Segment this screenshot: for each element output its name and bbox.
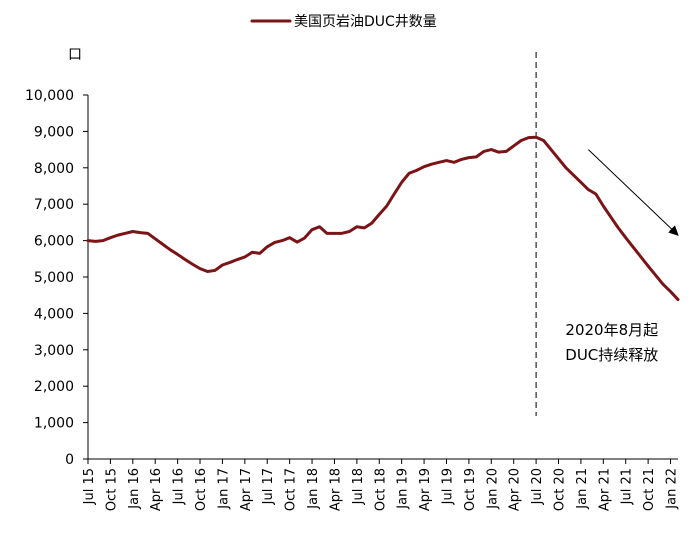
legend: 美国页岩油DUC井数量 [250, 14, 437, 30]
series-line-duc [86, 135, 680, 302]
y-tick-label: 4,000 [34, 306, 74, 322]
x-tick-label: Jan 21 [575, 468, 590, 510]
x-tick-label: Jan 20 [485, 468, 500, 510]
y-axis-ticks: 0 1,000 2,000 3,000 4,000 5,000 6,000 7,000 8,00… [25, 88, 88, 468]
x-tick-label: Jul 15 [82, 468, 97, 505]
x-tick-label: Jul 16 [172, 468, 187, 505]
x-tick-label: Apr 18 [328, 468, 343, 511]
x-tick-label: Apr 17 [239, 468, 254, 511]
x-tick-label: Oct 17 [284, 468, 299, 511]
y-tick-label: 7,000 [34, 197, 74, 213]
annotation: 2020年8月起 DUC持续释放 [565, 321, 658, 364]
y-tick-label: 5,000 [34, 270, 74, 286]
legend-label: 美国页岩油DUC井数量 [294, 14, 437, 30]
y-tick-label: 2,000 [34, 379, 74, 395]
y-tick-label: 10,000 [25, 88, 74, 104]
x-tick-label: Jul 18 [351, 468, 366, 505]
x-tick-label: Oct 19 [463, 468, 478, 511]
x-tick-label: Apr 16 [149, 468, 164, 511]
y-axis-unit: 口 [68, 47, 82, 63]
x-tick-label: Jul 21 [620, 468, 635, 505]
x-axis-ticks: Jul 15 Oct 15 Jan 16 Apr 16 Jul 16 Oct 16 Jan … [82, 459, 680, 511]
x-tick-label: Jul 19 [440, 468, 455, 505]
x-tick-label: Apr 21 [597, 468, 612, 511]
x-tick-label: Apr 19 [418, 468, 433, 511]
y-tick-label: 0 [65, 452, 74, 468]
x-tick-label: Oct 16 [194, 468, 209, 511]
y-tick-label: 1,000 [34, 416, 74, 432]
y-tick-label: 8,000 [34, 161, 74, 177]
x-tick-label: Jul 20 [530, 468, 545, 505]
y-tick-label: 3,000 [34, 343, 74, 359]
x-tick-label: Oct 21 [642, 468, 657, 511]
x-tick-label: Jan 16 [127, 468, 142, 510]
x-tick-label: Jan 18 [306, 468, 321, 510]
x-tick-label: Oct 18 [373, 468, 388, 511]
x-tick-label: Oct 20 [553, 468, 568, 511]
x-tick-label: Apr 20 [508, 468, 523, 511]
x-tick-label: Jul 17 [261, 468, 276, 505]
x-tick-label: Jan 22 [665, 468, 680, 510]
y-tick-label: 6,000 [34, 234, 74, 250]
x-tick-label: Oct 15 [104, 468, 119, 511]
annotation-line-1: 2020年8月起 [565, 321, 658, 339]
annotation-line-2: DUC持续释放 [565, 346, 658, 364]
y-tick-label: 9,000 [34, 124, 74, 140]
x-tick-label: Jan 17 [216, 468, 231, 510]
x-tick-label: Jan 19 [396, 468, 411, 510]
trend-arrow [588, 149, 679, 236]
